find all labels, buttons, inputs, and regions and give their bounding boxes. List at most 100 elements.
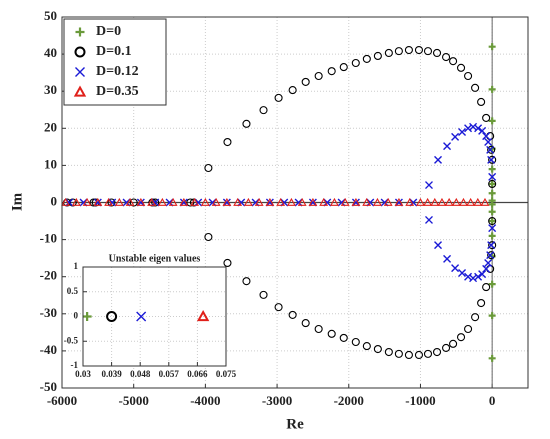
marker-circle [423,47,433,56]
marker-circle [456,333,466,342]
marker-triangle [416,197,425,206]
marker-plus [488,208,496,216]
marker-triangle [297,197,307,206]
marker-x [451,132,460,141]
marker-circle [301,319,310,328]
marker-circle [129,198,138,207]
marker-triangle [329,197,339,206]
marker-circle [414,350,424,360]
marker-x [486,145,495,154]
marker-plus [488,354,496,362]
marker-circle [339,333,348,342]
marker-circle [373,51,382,61]
marker-plus [488,200,496,208]
marker-x [464,272,473,281]
marker-triangle [451,197,461,206]
marker-triangle [114,197,124,206]
marker-circle [432,48,442,58]
x-tick-label: -5000 [119,393,149,408]
y-tick-label: -20 [40,268,57,283]
marker-circle [471,313,480,322]
marker-triangle [243,197,253,206]
marker-circle [351,58,360,68]
x-axis-label: Re [286,416,304,432]
marker-x [75,67,85,77]
marker-circle [259,290,268,299]
axes-frame [61,16,529,389]
marker-triangle [73,85,87,97]
marker-circle [288,310,297,319]
marker-x [482,264,491,273]
marker-x [474,124,483,133]
marker-triangle [104,197,114,206]
x-tick-label: -3000 [262,393,292,408]
marker-circle [487,145,496,154]
marker-circle [107,198,116,207]
marker-x [488,172,497,181]
marker-circle [449,57,458,66]
marker-circle [151,198,160,207]
marker-x [424,181,433,190]
marker-triangle [394,197,404,206]
marker-plus [488,165,496,173]
y-tick-label: 1 [74,261,79,271]
marker-triangle [308,197,318,206]
marker-triangle [168,197,178,206]
x-tick-label: 0.075 [216,369,237,379]
marker-plus [488,117,496,125]
marker-triangle [93,197,103,206]
axes-frame [82,266,227,367]
x-tick-label: 0.057 [159,369,180,379]
marker-circle [488,217,497,226]
y-tick-label: 0 [51,193,58,208]
marker-plus [82,312,92,321]
marker-circle [488,179,497,188]
marker-x [434,155,443,164]
y-tick-label: -10 [40,231,57,246]
marker-x [458,268,467,277]
y-tick-label: 30 [44,82,57,97]
legend-label: D=0.35 [96,84,139,99]
marker-plus [488,312,496,320]
marker-triangle [82,197,92,206]
marker-plus [75,27,85,37]
marker-circle [314,71,323,81]
marker-x [434,241,443,250]
marker-circle [362,342,371,351]
marker-circle [223,258,232,268]
marker-triangle [473,197,483,206]
marker-plus [488,217,496,225]
marker-x [443,254,452,263]
marker-x [474,272,483,281]
marker-triangle [286,197,296,206]
marker-circle [384,48,393,58]
legend-label: D=0.12 [96,64,139,79]
marker-circle [351,337,360,347]
marker-circle [242,277,251,286]
y-tick-label: 10 [44,156,57,171]
marker-plus [488,85,496,93]
marker-circle [449,339,458,348]
x-tick-label: -4000 [190,393,220,408]
marker-x [484,138,493,147]
marker-circle [394,47,403,56]
marker-circle [432,347,442,357]
marker-circle [106,311,118,322]
marker-x [487,155,496,164]
marker-circle [464,324,473,334]
marker-circle [487,251,496,260]
marker-circle [456,63,466,72]
marker-triangle [430,197,440,206]
x-tick-label: 0 [489,393,496,408]
legend-label: D=0.1 [96,44,132,59]
marker-triangle [147,197,157,206]
y-tick-label: -40 [40,342,57,357]
inset-title: Unstable eigen values [109,253,201,264]
x-tick-label: 0.039 [101,369,122,379]
marker-circle [442,343,451,352]
x-tick-label: 0.03 [75,369,91,379]
marker-triangle [200,197,210,206]
marker-circle [373,344,382,354]
marker-circle [186,198,195,207]
